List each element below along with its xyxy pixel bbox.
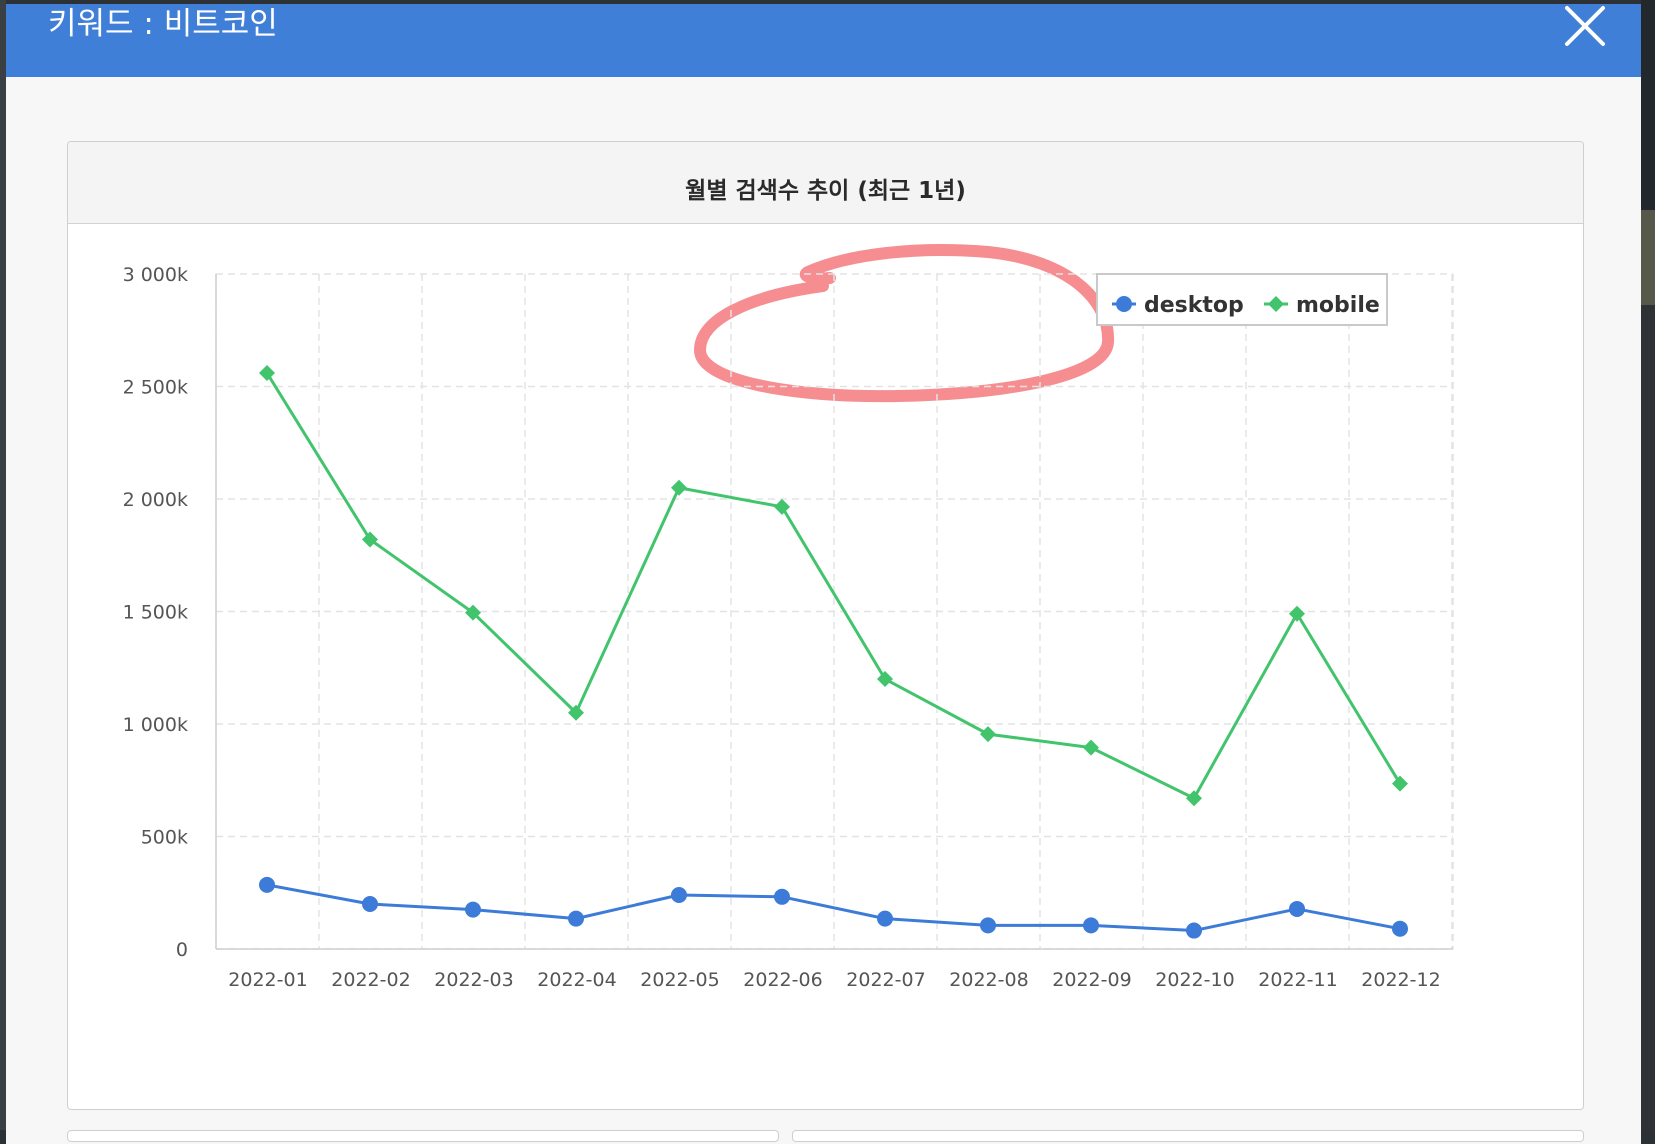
circle-annotation — [694, 244, 1115, 403]
y-tick-label: 1 000k — [123, 714, 188, 736]
x-tick-label: 2022-01 — [228, 969, 307, 991]
mobile-point — [465, 604, 481, 621]
x-tick-label: 2022-03 — [434, 969, 513, 991]
x-tick-label: 2022-09 — [1052, 969, 1131, 991]
x-tick-label: 2022-02 — [331, 969, 410, 991]
legend-mobile-label: mobile — [1296, 293, 1380, 318]
desktop-point — [259, 876, 275, 893]
x-tick-label: 2022-05 — [640, 969, 719, 991]
x-tick-label: 2022-12 — [1361, 969, 1440, 991]
chart-legend: desktop mobile — [1096, 273, 1388, 326]
close-button[interactable] — [1561, 4, 1609, 48]
y-tick-label: 0 — [176, 939, 188, 961]
x-tick-label: 2022-07 — [846, 969, 925, 991]
mobile-point — [259, 365, 275, 381]
desktop-point — [877, 910, 893, 927]
background-right-edge-low — [1641, 305, 1655, 1130]
desktop-point — [465, 901, 481, 918]
y-tick-label: 2 000k — [123, 489, 188, 511]
desktop-point — [568, 910, 584, 927]
x-tick-label: 2022-06 — [743, 969, 822, 991]
mobile-point — [362, 531, 378, 548]
desktop-point — [1289, 900, 1305, 917]
legend-box — [1096, 273, 1388, 326]
mobile-point — [1186, 790, 1202, 807]
y-tick-label: 1 500k — [123, 602, 188, 624]
modal-header: 키워드 : 비트코인 — [6, 4, 1641, 77]
legend-mobile-marker — [1268, 296, 1284, 312]
mobile-point — [568, 704, 584, 721]
x-tick-label: 2022-04 — [537, 969, 616, 991]
monthly-search-chart: 0 500k 1 000k 1 500k 2 000k 2 500k 3 000k 2022-… — [123, 264, 1454, 991]
desktop-point — [671, 887, 687, 903]
mobile-series-line — [265, 372, 1402, 800]
background-right-edge-mid — [1641, 210, 1655, 305]
bottom-panel-left — [67, 1130, 779, 1142]
desktop-series-line — [266, 883, 1401, 933]
desktop-point — [774, 888, 790, 905]
x-tick-label: 2022-08 — [949, 969, 1028, 991]
desktop-point — [980, 917, 996, 934]
mobile-point — [980, 726, 996, 743]
y-tick-label: 500k — [141, 827, 188, 849]
x-tick-label: 2022-10 — [1155, 969, 1234, 991]
mobile-point — [1083, 739, 1099, 756]
desktop-point — [1186, 922, 1202, 939]
desktop-point — [362, 896, 378, 912]
x-tick-label: 2022-11 — [1258, 969, 1337, 991]
modal-title: 키워드 : 비트코인 — [48, 6, 278, 42]
bottom-panel-right — [792, 1130, 1584, 1142]
panel-header: 월별 검색수 추이 (최근 1년) — [68, 142, 1583, 224]
legend-desktop-marker — [1116, 296, 1132, 312]
desktop-point — [1392, 920, 1408, 937]
mobile-point — [1392, 775, 1408, 792]
y-tick-label: 2 500k — [123, 377, 188, 399]
desktop-point — [1083, 917, 1099, 934]
close-icon — [1565, 6, 1605, 46]
mobile-point — [877, 671, 893, 687]
background-right-edge — [1641, 0, 1655, 210]
mobile-point — [1289, 605, 1305, 622]
mobile-point — [774, 498, 790, 515]
background-left-edge — [0, 0, 6, 1130]
keyword-modal: 키워드 : 비트코인 월별 검색수 추이 (최근 1년) 0 500k 1 000k… — [6, 4, 1641, 1144]
y-tick-label: 3 000k — [123, 264, 188, 286]
legend-desktop-label: desktop — [1144, 293, 1244, 318]
panel-title: 월별 검색수 추이 (최근 1년) — [685, 178, 966, 204]
mobile-point — [671, 479, 687, 496]
